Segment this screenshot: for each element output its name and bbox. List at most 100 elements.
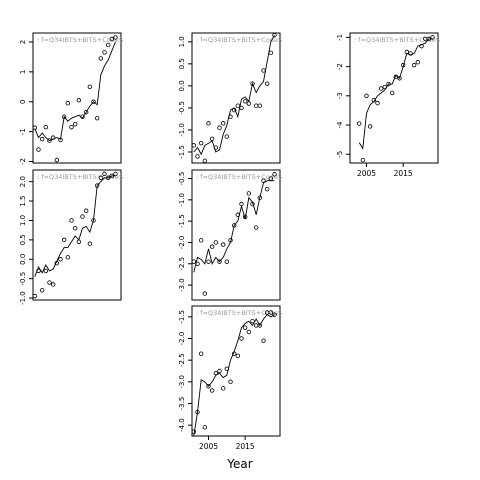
data-point (69, 124, 74, 130)
data-point (242, 99, 248, 104)
data-point (58, 257, 63, 262)
chart-panel: : f=Q34IBTS+BITS+CodeS -1.0 -0.5 0.0 0.5 1.0 1… (19, 169, 123, 305)
y-tick-label: 0.5 (19, 234, 27, 245)
data-point (202, 425, 208, 430)
data-point (47, 280, 52, 285)
y-tick-label: -3.0 (178, 278, 186, 292)
data-point (261, 68, 266, 73)
data-point (98, 56, 104, 61)
y-tick-label: -2.5 (178, 257, 186, 271)
data-point (268, 176, 274, 181)
data-point (61, 237, 67, 243)
data-point (220, 242, 226, 247)
panel-label: : f=Q34IBTS+BITS+CodeS (37, 36, 123, 44)
data-point (378, 86, 384, 91)
data-point (87, 84, 93, 89)
y-tick-label: -2.5 (178, 353, 186, 367)
data-point (375, 100, 380, 106)
data-point (202, 291, 208, 296)
data-point (39, 288, 45, 293)
data-point (36, 147, 41, 152)
data-point (268, 50, 274, 56)
data-point (72, 121, 78, 127)
data-point (43, 268, 49, 274)
data-point (253, 225, 259, 230)
y-tick-label: -1.0 (178, 123, 186, 137)
data-point (76, 98, 82, 103)
y-tick-label: 2 (19, 40, 27, 44)
data-point (239, 201, 244, 207)
data-point (246, 101, 252, 106)
y-tick-label: -0.5 (178, 101, 186, 115)
data-point (228, 238, 233, 243)
data-point (220, 386, 226, 391)
y-tick-label: -4.0 (178, 418, 186, 432)
data-point (430, 35, 435, 40)
data-point (371, 97, 377, 103)
data-point (224, 134, 230, 139)
panel-label: : f=Q34IBTS+BITS+CodeS (196, 309, 282, 317)
data-point (217, 125, 222, 130)
y-tick-label: -0.5 (178, 172, 186, 186)
data-point (426, 36, 432, 42)
data-point (213, 370, 219, 376)
data-point (69, 218, 74, 223)
panel-label: : f=Q34IBTS+BITS+CodeS (196, 36, 282, 44)
data-point (235, 212, 241, 217)
fitted-line (193, 314, 275, 436)
data-point (246, 191, 252, 196)
data-point (224, 366, 230, 372)
panel-frame (349, 32, 439, 164)
data-point (76, 239, 82, 244)
panel-frame (191, 32, 281, 164)
data-point (242, 214, 248, 220)
data-point (105, 42, 111, 48)
data-point (253, 103, 259, 108)
y-tick-label: -1.0 (19, 291, 27, 305)
data-point (113, 171, 118, 177)
data-point (209, 388, 215, 393)
panel-label: : f=Q34IBTS+BITS+CodeS (196, 173, 282, 181)
data-point (382, 84, 388, 90)
chart-panel: : f=Q34IBTS+BITS+CodeS -4.0 -3.5 -3.0 -2.5 -2… (178, 305, 282, 451)
data-point (217, 368, 222, 374)
data-point (83, 109, 89, 115)
data-point (367, 124, 373, 129)
data-point (250, 81, 255, 86)
data-point (80, 214, 85, 219)
data-point (191, 429, 197, 434)
data-point (32, 125, 38, 130)
data-point (50, 282, 56, 287)
y-tick-label: 1.0 (178, 36, 186, 47)
x-tick-label: 2005 (199, 442, 218, 451)
data-point (264, 186, 270, 192)
data-point (268, 310, 274, 315)
y-tick-label: -1.5 (178, 214, 186, 228)
data-point (202, 158, 208, 163)
data-point (224, 259, 230, 264)
chart-panel: : f=Q34IBTS+BITS+CodeS -1.5 -1.0 -0.5 0.0 0.5… (178, 32, 282, 164)
data-point (213, 240, 219, 245)
y-tick-label: 1.5 (19, 195, 27, 206)
y-tick-label: 2.0 (19, 176, 27, 187)
data-point (102, 50, 107, 55)
y-tick-label: 0.0 (19, 254, 27, 265)
y-tick-label: -1 (336, 34, 344, 41)
data-point (231, 351, 237, 356)
data-point (257, 103, 263, 108)
data-point (191, 143, 197, 148)
panel-frame (32, 169, 122, 301)
data-point (360, 157, 366, 163)
data-point (206, 259, 211, 264)
chart-panel: : f=Q34IBTS+BITS+CodeS -3.0 -2.5 -2.0 -1.5 -1… (178, 169, 282, 301)
x-tick-label: 2005 (357, 169, 376, 178)
data-point (250, 201, 255, 207)
y-tick-label: -3.5 (178, 397, 186, 411)
data-point (272, 312, 277, 317)
data-point (195, 154, 200, 159)
data-point (65, 101, 71, 106)
data-point (257, 195, 263, 200)
fitted-line (193, 34, 275, 156)
data-point (220, 121, 226, 126)
data-point (195, 409, 200, 415)
